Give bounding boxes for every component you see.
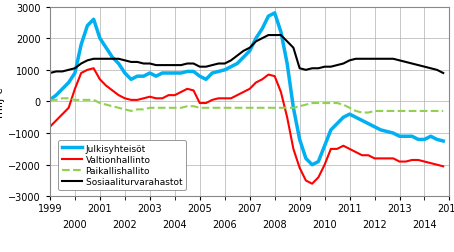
Legend: Julkisyhteisöt, Valtionhallinto, Paikallishallito, Sosiaaliturvara​hastot: Julkisyhteisöt, Valtionhallinto, Paikall… bbox=[59, 140, 186, 190]
Y-axis label: milj €: milj € bbox=[0, 87, 5, 117]
